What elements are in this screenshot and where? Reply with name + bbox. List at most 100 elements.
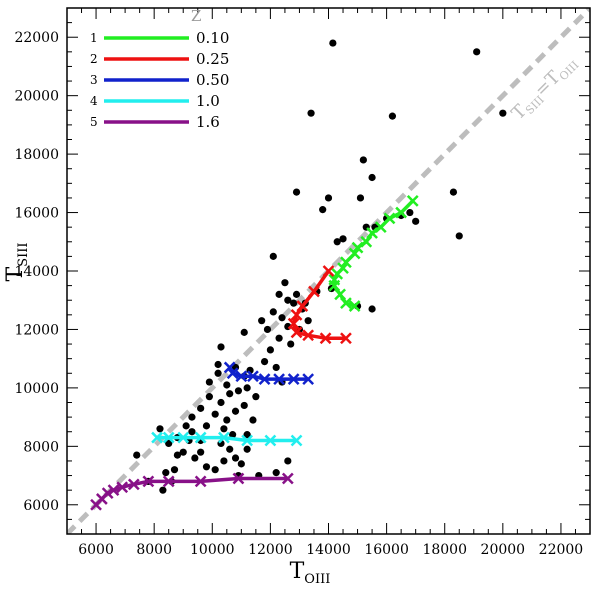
- series-marker: [264, 434, 277, 447]
- series-marker: [366, 227, 378, 239]
- marker-stroke: [302, 373, 315, 386]
- series-marker: [162, 431, 175, 444]
- observation-point: [211, 466, 219, 474]
- observation-point: [188, 428, 196, 436]
- marker-stroke: [127, 478, 140, 491]
- marker-stroke: [374, 221, 387, 234]
- observation-point: [162, 469, 170, 477]
- x-tick-label: 14000: [306, 542, 351, 558]
- observation-point: [329, 39, 337, 47]
- marker-stroke: [162, 431, 175, 444]
- marker-stroke: [360, 235, 373, 248]
- marker-stroke: [351, 241, 364, 254]
- marker-stroke: [406, 194, 419, 207]
- observation-point: [368, 173, 376, 182]
- observation-point: [211, 410, 219, 418]
- marker-stroke: [340, 297, 352, 310]
- observation-point: [356, 194, 365, 202]
- series-marker: [151, 431, 163, 444]
- observation-point: [220, 425, 228, 433]
- observation-point: [240, 328, 248, 336]
- observation-point: [173, 451, 182, 459]
- observation-point: [205, 393, 213, 401]
- observation-point: [159, 486, 167, 494]
- series-marker: [322, 265, 335, 277]
- observations-layer: [133, 39, 507, 494]
- y-tick-label: 20000: [14, 89, 59, 105]
- series-marker: [406, 194, 419, 207]
- series-marker: [290, 308, 303, 321]
- observation-point: [231, 407, 240, 415]
- series-track-3: [223, 361, 315, 386]
- observation-point: [278, 314, 286, 322]
- observation-point: [234, 387, 243, 395]
- marker-stroke: [194, 475, 207, 488]
- x-tick-label: 16000: [364, 542, 409, 558]
- series-marker: [290, 326, 303, 339]
- series-marker: [340, 256, 352, 269]
- observation-point: [339, 235, 347, 243]
- series-marker: [340, 297, 352, 310]
- observation-point: [252, 393, 260, 401]
- observation-point: [226, 445, 234, 453]
- marker-stroke: [226, 367, 239, 380]
- series-marker: [395, 206, 408, 219]
- x-tick-label: 18000: [422, 542, 467, 558]
- observation-point: [202, 422, 211, 430]
- observation-point: [165, 439, 173, 448]
- marker-stroke: [235, 370, 248, 383]
- series-marker: [348, 247, 361, 260]
- series-marker: [127, 478, 140, 491]
- legend-index: 2: [90, 52, 98, 66]
- observation-point: [197, 448, 205, 456]
- observation-point: [473, 48, 481, 56]
- observation-point: [179, 448, 187, 456]
- series-marker: [258, 373, 271, 386]
- series-marker: [194, 475, 207, 488]
- series-track-4: [151, 431, 303, 447]
- observation-point: [275, 290, 283, 298]
- series-marker: [351, 241, 364, 254]
- series-marker: [334, 288, 347, 301]
- marker-stroke: [218, 431, 230, 444]
- marker-stroke: [348, 247, 361, 260]
- series-marker: [194, 431, 207, 444]
- marker-stroke: [273, 373, 285, 386]
- observation-point: [231, 454, 240, 462]
- series-marker: [247, 370, 259, 383]
- marker-stroke: [331, 268, 344, 280]
- observation-point: [284, 457, 292, 465]
- series-marker: [101, 487, 114, 499]
- series-marker: [290, 434, 303, 447]
- observation-point: [406, 208, 414, 217]
- observation-point: [220, 457, 228, 465]
- marker-stroke: [290, 326, 303, 339]
- observation-point: [292, 290, 301, 298]
- marker-stroke: [366, 227, 378, 239]
- series-marker: [383, 212, 396, 225]
- observation-point: [284, 296, 292, 304]
- y-tick-label: 12000: [14, 322, 59, 338]
- series-marker: [107, 484, 120, 497]
- x-tick-label: 10000: [190, 542, 235, 558]
- marker-stroke: [107, 484, 120, 497]
- marker-stroke: [223, 361, 236, 374]
- observation-point: [260, 357, 269, 366]
- series-marker: [281, 472, 294, 485]
- y-tick-label: 14000: [14, 264, 59, 280]
- observation-point: [281, 279, 289, 287]
- observation-point: [449, 188, 458, 196]
- marker-stroke: [340, 332, 352, 345]
- model-tracks-layer: [90, 194, 419, 511]
- observation-point: [275, 334, 283, 342]
- marker-stroke: [290, 434, 303, 447]
- legend-index: 5: [90, 115, 98, 129]
- marker-stroke: [247, 370, 259, 383]
- series-marker: [162, 475, 175, 488]
- observation-point: [205, 378, 213, 386]
- series-marker: [319, 332, 332, 345]
- series-marker: [142, 475, 155, 488]
- series-marker: [116, 481, 129, 494]
- series-line: [157, 435, 297, 443]
- marker-stroke: [151, 431, 163, 444]
